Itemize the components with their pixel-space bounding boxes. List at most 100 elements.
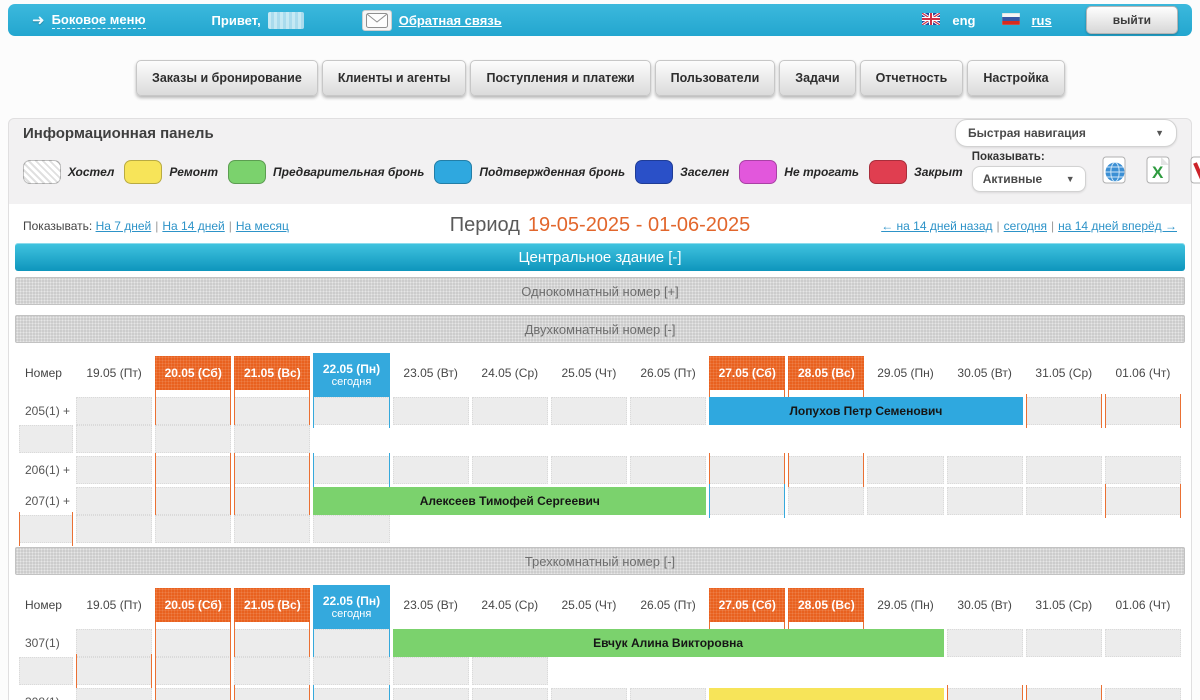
- calendar-cell[interactable]: [234, 515, 311, 543]
- calendar-cell[interactable]: [76, 456, 153, 484]
- building-header[interactable]: Центральное здание [-]: [15, 243, 1185, 271]
- calendar-cell[interactable]: [313, 515, 390, 543]
- calendar-cell[interactable]: [946, 456, 1023, 484]
- calendar-cell[interactable]: [234, 685, 311, 700]
- calendar-cell[interactable]: [550, 397, 627, 425]
- tab-settings[interactable]: Настройка: [967, 60, 1065, 96]
- tab-orders[interactable]: Заказы и бронирование: [136, 60, 318, 96]
- calendar-cell[interactable]: [19, 512, 73, 546]
- forward-14-days-link[interactable]: на 14 дней вперёд →: [1058, 218, 1177, 233]
- calendar-cell[interactable]: [76, 397, 153, 425]
- side-menu-label[interactable]: Боковое меню: [51, 11, 146, 29]
- calendar-cell[interactable]: [76, 629, 153, 657]
- calendar-cell[interactable]: [234, 484, 311, 518]
- calendar-cell[interactable]: [76, 487, 153, 515]
- section-header-1[interactable]: Двухкомнатный номер [-]: [15, 315, 1185, 343]
- calendar-cell[interactable]: [630, 688, 707, 700]
- calendar-cell[interactable]: [234, 626, 311, 660]
- calendar-cell[interactable]: [471, 456, 548, 484]
- calendar-cell[interactable]: [313, 657, 390, 685]
- calendar-cell[interactable]: [76, 688, 153, 700]
- tab-payments[interactable]: Поступления и платежи: [470, 60, 651, 96]
- side-menu-toggle[interactable]: ➜ Боковое меню: [32, 11, 146, 29]
- tab-tasks[interactable]: Задачи: [779, 60, 856, 96]
- section-header-0[interactable]: Однокомнатный номер [+]: [15, 277, 1185, 305]
- tab-users[interactable]: Пользователи: [654, 60, 776, 96]
- today-link[interactable]: сегодня: [1003, 218, 1047, 233]
- calendar-cell[interactable]: [313, 626, 390, 660]
- calendar-cell[interactable]: [471, 688, 548, 700]
- room-label[interactable]: 308(1): [19, 688, 73, 700]
- calendar-cell[interactable]: [392, 688, 469, 700]
- feedback-link[interactable]: Обратная связь: [361, 9, 502, 31]
- calendar-cell[interactable]: [550, 456, 627, 484]
- booking-bar-preliminary[interactable]: Евчук Алина Викторовна: [392, 629, 944, 657]
- lang-eng[interactable]: eng: [921, 11, 976, 28]
- calendar-cell[interactable]: [471, 397, 548, 425]
- tab-reports[interactable]: Отчетность: [859, 60, 964, 96]
- calendar-cell[interactable]: [313, 685, 390, 700]
- calendar-cell[interactable]: [155, 425, 232, 453]
- calendar-cell[interactable]: [1104, 688, 1181, 700]
- export-pdf-button[interactable]: [1187, 155, 1200, 188]
- calendar-cell[interactable]: [155, 484, 232, 518]
- calendar-cell[interactable]: [234, 394, 311, 428]
- calendar-cell[interactable]: [709, 453, 786, 487]
- booking-bar-preliminary[interactable]: Алексеев Тимофей Сергеевич: [313, 487, 707, 515]
- room-label[interactable]: 207(1) +: [25, 494, 71, 508]
- room-label[interactable]: 307(1): [25, 636, 60, 650]
- calendar-cell[interactable]: [1104, 484, 1182, 518]
- calendar-cell[interactable]: [234, 657, 311, 685]
- calendar-cell[interactable]: [19, 425, 73, 453]
- calendar-cell[interactable]: [867, 487, 944, 515]
- calendar-cell[interactable]: [76, 425, 153, 453]
- calendar-cell[interactable]: [1104, 456, 1181, 484]
- lang-rus[interactable]: rus: [1001, 12, 1052, 28]
- calendar-cell[interactable]: [76, 515, 153, 543]
- calendar-cell[interactable]: [630, 456, 707, 484]
- calendar-cell[interactable]: [1025, 456, 1102, 484]
- calendar-cell[interactable]: [392, 657, 469, 685]
- calendar-cell[interactable]: [392, 456, 469, 484]
- lang-eng-label[interactable]: eng: [952, 12, 976, 28]
- logout-button[interactable]: выйти: [1085, 6, 1178, 34]
- calendar-cell[interactable]: [392, 397, 469, 425]
- feedback-label[interactable]: Обратная связь: [398, 12, 502, 28]
- calendar-cell[interactable]: [155, 626, 232, 660]
- calendar-cell[interactable]: [946, 487, 1023, 515]
- view-month-link[interactable]: На месяц: [235, 218, 289, 233]
- calendar-cell[interactable]: [471, 657, 548, 685]
- calendar-cell[interactable]: [1025, 487, 1102, 515]
- view-7-days-link[interactable]: На 7 дней: [95, 218, 152, 233]
- calendar-cell[interactable]: [234, 453, 311, 487]
- calendar-cell[interactable]: [788, 453, 865, 487]
- calendar-cell[interactable]: [709, 484, 786, 518]
- calendar-cell[interactable]: [1025, 394, 1102, 428]
- calendar-cell[interactable]: [155, 394, 232, 428]
- quick-nav-select[interactable]: Быстрая навигация ▼: [955, 119, 1177, 147]
- active-filter-select[interactable]: Активные ▼: [971, 166, 1086, 192]
- tab-clients[interactable]: Клиенты и агенты: [321, 60, 467, 96]
- view-14-days-link[interactable]: На 14 дней: [162, 218, 225, 233]
- calendar-cell[interactable]: [234, 425, 311, 453]
- calendar-cell[interactable]: [19, 657, 73, 685]
- section-header-2[interactable]: Трехкомнатный номер [-]: [15, 547, 1185, 575]
- calendar-cell[interactable]: [630, 397, 707, 425]
- export-web-button[interactable]: [1099, 155, 1130, 188]
- calendar-cell[interactable]: [313, 453, 390, 487]
- calendar-cell[interactable]: [1025, 629, 1102, 657]
- calendar-cell[interactable]: [1104, 629, 1181, 657]
- calendar-cell[interactable]: [788, 487, 865, 515]
- calendar-cell[interactable]: [946, 629, 1023, 657]
- calendar-cell[interactable]: [313, 394, 390, 428]
- calendar-cell[interactable]: [550, 688, 627, 700]
- calendar-cell[interactable]: [155, 515, 232, 543]
- lang-rus-label[interactable]: rus: [1031, 12, 1052, 28]
- calendar-cell[interactable]: [155, 654, 232, 688]
- room-label[interactable]: 206(1) +: [25, 463, 71, 477]
- calendar-cell[interactable]: [155, 685, 232, 700]
- calendar-cell[interactable]: [1104, 394, 1182, 428]
- export-excel-button[interactable]: X: [1143, 155, 1174, 188]
- calendar-cell[interactable]: [155, 453, 232, 487]
- calendar-cell[interactable]: [76, 654, 153, 688]
